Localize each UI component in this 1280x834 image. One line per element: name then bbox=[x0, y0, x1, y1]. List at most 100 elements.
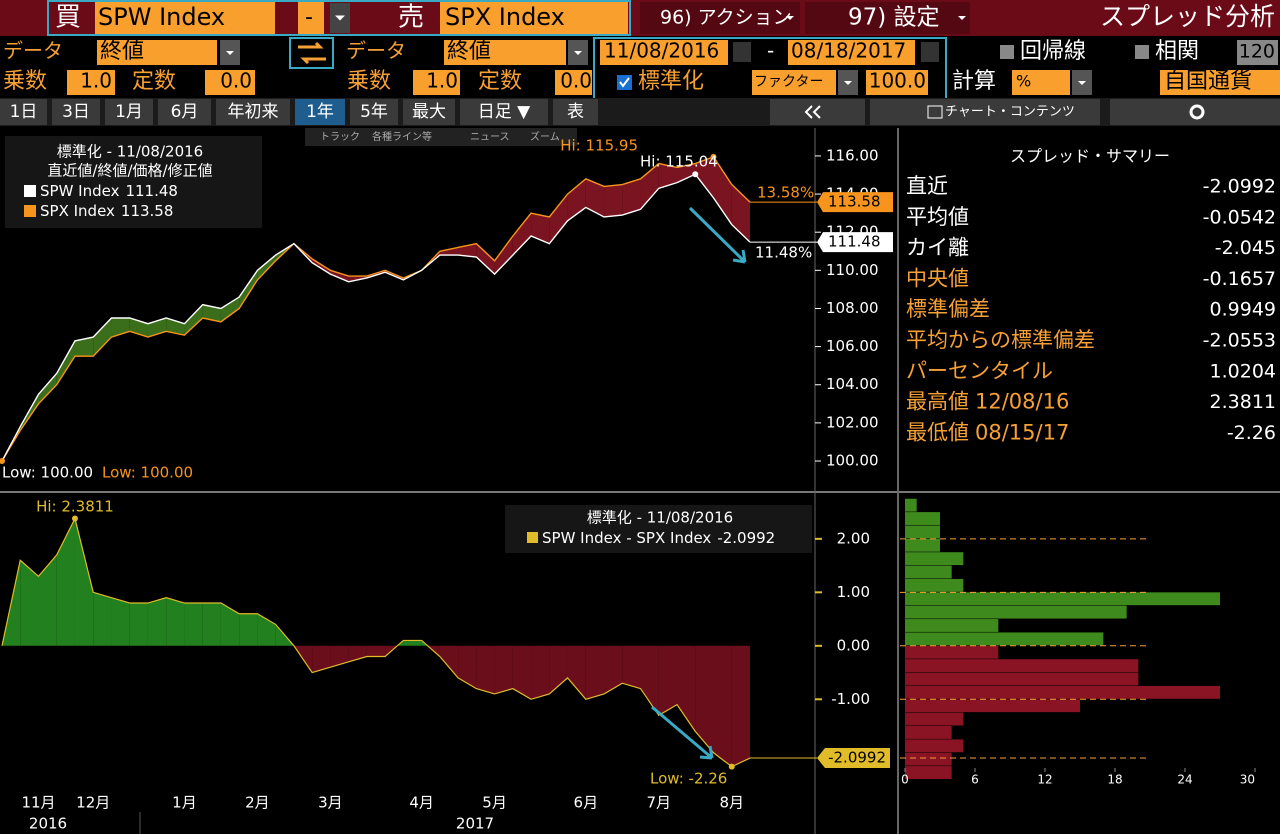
dropdown-arrow bbox=[574, 51, 582, 55]
range-button-label[interactable]: 最大 bbox=[412, 102, 446, 122]
area-fill bbox=[658, 645, 678, 716]
spread-fill bbox=[184, 304, 203, 336]
range-button-label[interactable]: 1日 bbox=[10, 102, 38, 122]
spread-fill bbox=[731, 184, 750, 243]
menu[interactable]: 97) 設定 bbox=[848, 5, 940, 31]
summary-label: カイ離 bbox=[906, 236, 969, 260]
value-tag-label: -2.0992 bbox=[828, 749, 886, 767]
summary-value: -2.045 bbox=[1215, 237, 1276, 259]
range-button[interactable] bbox=[295, 99, 345, 125]
range-button-label[interactable]: 3日 bbox=[62, 102, 90, 122]
chart-tool[interactable]: ニュース bbox=[470, 132, 510, 143]
area-fill bbox=[38, 554, 57, 646]
label: % bbox=[1016, 72, 1031, 91]
range-button[interactable] bbox=[0, 99, 47, 125]
menu-tab bbox=[640, 2, 800, 34]
content-menu[interactable]: チャート・コンテンツ bbox=[945, 105, 1075, 120]
area-fill bbox=[439, 645, 459, 678]
summary-value: -2.0553 bbox=[1203, 330, 1276, 352]
histogram-bar bbox=[905, 565, 952, 579]
range-button[interactable] bbox=[216, 99, 290, 125]
chart-icon bbox=[927, 105, 943, 119]
histogram-bar bbox=[905, 578, 964, 592]
x-tick-label: 0 bbox=[901, 773, 909, 787]
chart-tool[interactable]: ズーム bbox=[530, 130, 560, 143]
chart-tool[interactable]: 各種ライン等 bbox=[372, 130, 432, 143]
range-button-label[interactable]: 日足 ▼ bbox=[478, 102, 531, 122]
label: 乗数 bbox=[347, 69, 391, 94]
x-tick-label: 6 bbox=[971, 773, 979, 787]
range-button[interactable] bbox=[158, 99, 211, 125]
label: 乗数 bbox=[3, 69, 47, 94]
arrow bbox=[688, 206, 747, 264]
legend-entry-part: SPX Index bbox=[40, 202, 115, 220]
histogram-bar bbox=[905, 632, 1104, 646]
swap-button bbox=[289, 37, 334, 69]
summary-value: -2.0992 bbox=[1203, 176, 1276, 198]
area-fill bbox=[366, 645, 386, 657]
ticker-field bbox=[440, 2, 628, 34]
label: 売 bbox=[398, 3, 424, 33]
legend-entry-part: 113.58 bbox=[121, 202, 174, 220]
spread-fill bbox=[604, 184, 623, 217]
area-fill bbox=[348, 645, 367, 662]
price-line bbox=[1, 156, 751, 462]
range-button-label[interactable]: 年初来 bbox=[228, 102, 279, 122]
area-fill bbox=[111, 597, 130, 646]
histogram-bar bbox=[905, 726, 952, 739]
area-fill bbox=[731, 645, 750, 767]
area-fill bbox=[166, 597, 185, 646]
summary-label-part: 直近 bbox=[906, 174, 948, 198]
range-button-label[interactable]: 表 bbox=[567, 102, 584, 122]
summary-label-part: 中央値 bbox=[906, 266, 969, 290]
price-tag bbox=[817, 232, 893, 253]
chart-tool[interactable]: トラック bbox=[320, 131, 360, 143]
range-button[interactable] bbox=[553, 99, 598, 125]
field bbox=[444, 40, 566, 65]
legend-entry-part: -2.0992 bbox=[717, 529, 775, 547]
annotation: Low: 100.00 bbox=[2, 464, 93, 482]
y-tick-label: 106.00 bbox=[826, 337, 879, 355]
annotation: Hi: 2.3811 bbox=[36, 498, 114, 516]
range-button-label[interactable]: 6月 bbox=[171, 102, 199, 122]
y-tick-label: 116.00 bbox=[826, 146, 879, 164]
area-fill bbox=[220, 603, 240, 646]
histogram-bar bbox=[905, 699, 1080, 713]
range-button[interactable] bbox=[460, 99, 548, 125]
summary-value: 1.0204 bbox=[1210, 360, 1276, 382]
range-button[interactable] bbox=[52, 99, 100, 125]
x-tick-label: 30 bbox=[1240, 773, 1255, 787]
range-button[interactable] bbox=[403, 99, 455, 125]
legend-entry-part: SPW Index - SPX Index bbox=[542, 529, 711, 547]
label: 120 bbox=[1239, 41, 1275, 63]
year-label: 2016 bbox=[29, 815, 67, 833]
dropdown-arrow bbox=[786, 16, 794, 20]
menu[interactable]: 96) アクション bbox=[660, 7, 792, 29]
field bbox=[752, 70, 836, 95]
check-mark bbox=[619, 77, 630, 88]
annotation: Low: 100.00 bbox=[102, 464, 193, 482]
range-button[interactable] bbox=[105, 99, 153, 125]
range-button-label[interactable]: 1月 bbox=[115, 102, 143, 122]
swap-icon bbox=[298, 41, 326, 65]
annotation: Hi: 115.95 bbox=[560, 137, 638, 155]
x-tick-label: 12月 bbox=[76, 794, 110, 812]
summary-title: スプレッド・サマリー bbox=[1010, 147, 1170, 166]
range-button-label[interactable]: 1年 bbox=[306, 102, 334, 122]
label: 相関 bbox=[1155, 39, 1199, 64]
field bbox=[97, 40, 217, 65]
x-tick-label: 7月 bbox=[647, 794, 672, 812]
range-button-label[interactable]: 5年 bbox=[360, 102, 388, 122]
legend-box bbox=[505, 505, 812, 553]
area-fill bbox=[512, 645, 532, 700]
collapse-icon bbox=[804, 105, 821, 119]
label: SPX Index bbox=[445, 3, 565, 31]
menu-tab bbox=[805, 2, 970, 34]
field bbox=[1237, 40, 1278, 65]
histogram-bar bbox=[905, 659, 1139, 673]
histogram-bar bbox=[905, 538, 940, 552]
label: 08/18/2017 bbox=[791, 39, 906, 63]
range-button[interactable] bbox=[350, 99, 398, 125]
y-tick-label: 108.00 bbox=[826, 299, 879, 317]
summary-value: -2.26 bbox=[1227, 422, 1276, 444]
